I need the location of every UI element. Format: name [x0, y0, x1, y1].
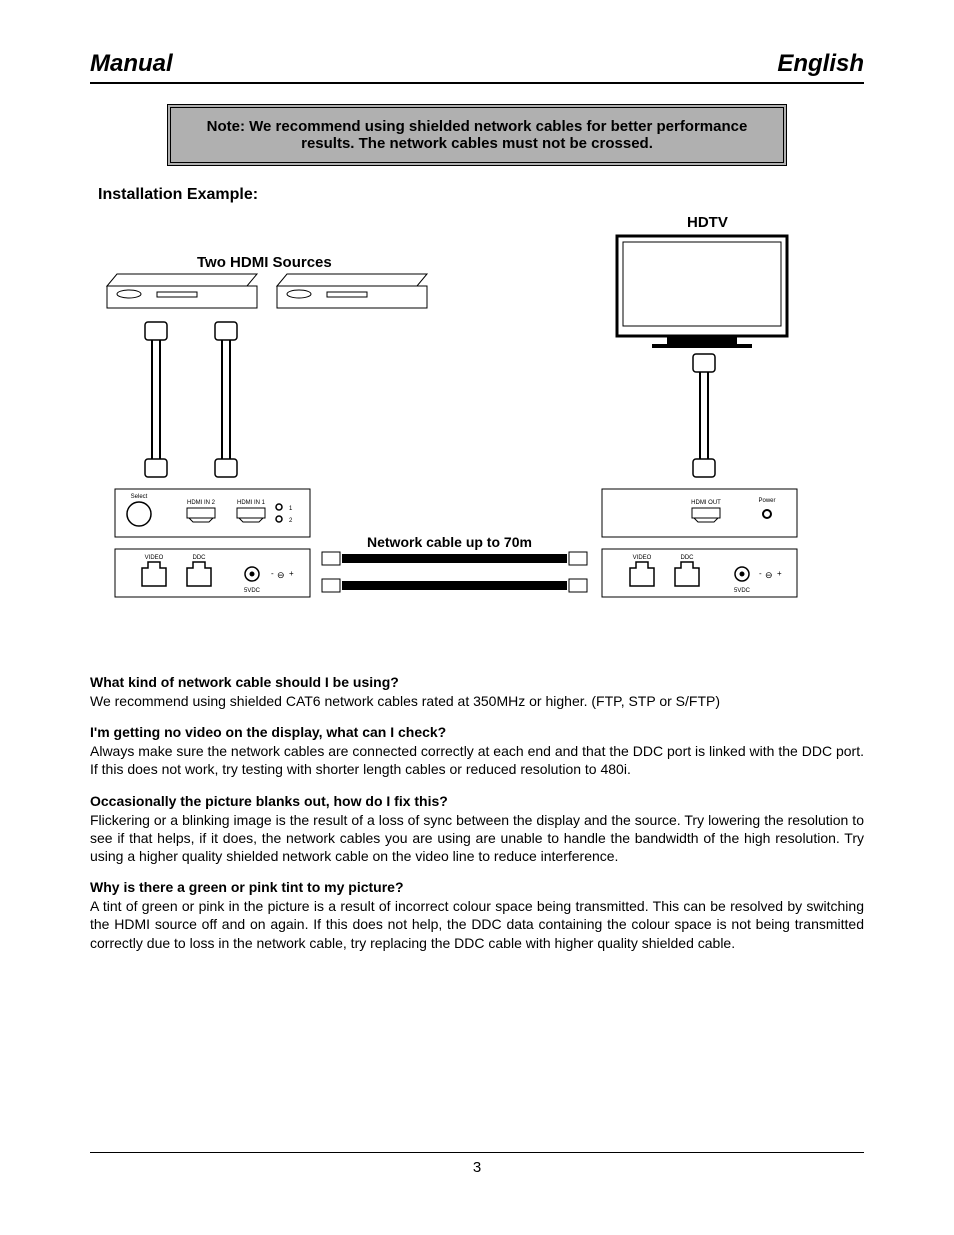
- transmitter-front: Select HDMI IN 2 HDMI IN 1 1 2: [115, 489, 310, 537]
- faq-q-2: I'm getting no video on the display, wha…: [90, 724, 864, 740]
- transmitter-rear: VIDEO DDC 5VDC - ⊖ +: [115, 549, 310, 597]
- section-title: Installation Example:: [98, 186, 864, 204]
- faq-a-2: Always make sure the network cables are …: [90, 742, 864, 778]
- hdmi-cable-right: [693, 354, 715, 477]
- page-header: Manual English: [90, 50, 864, 84]
- faq-q-1: What kind of network cable should I be u…: [90, 674, 864, 690]
- svg-text:-: -: [759, 569, 762, 578]
- svg-text:VIDEO: VIDEO: [633, 555, 652, 561]
- note-box: Note: We recommend using shielded networ…: [167, 104, 787, 166]
- diagram-svg: Select HDMI IN 2 HDMI IN 1 1 2: [97, 214, 857, 634]
- faq-a-3: Flickering or a blinking image is the re…: [90, 811, 864, 866]
- label-sources: Two HDMI Sources: [197, 254, 332, 271]
- svg-text:⊖: ⊖: [277, 570, 285, 580]
- page-number: 3: [473, 1159, 481, 1176]
- svg-text:DDC: DDC: [193, 555, 207, 561]
- faq-a-1: We recommend using shielded CAT6 network…: [90, 692, 864, 710]
- faq-a-4: A tint of green or pink in the picture i…: [90, 897, 864, 952]
- svg-text:HDMI IN 2: HDMI IN 2: [187, 500, 216, 506]
- network-cable-top: [322, 552, 587, 565]
- svg-text:5VDC: 5VDC: [244, 588, 261, 594]
- svg-text:+: +: [289, 569, 294, 578]
- page: Manual English Note: We recommend using …: [0, 0, 954, 1216]
- svg-text:+: +: [777, 569, 782, 578]
- hdtv: [617, 236, 787, 348]
- page-footer: 3: [90, 1152, 864, 1176]
- source-device-2: [277, 274, 427, 308]
- receiver-rear: VIDEO DDC 5VDC - ⊖ +: [602, 549, 797, 597]
- label-hdtv: HDTV: [687, 214, 728, 231]
- faq-q-4: Why is there a green or pink tint to my …: [90, 879, 864, 895]
- svg-text:⊖: ⊖: [765, 570, 773, 580]
- network-cable-bottom: [322, 579, 587, 592]
- svg-text:2: 2: [289, 518, 293, 524]
- svg-text:HDMI IN 1: HDMI IN 1: [237, 500, 266, 506]
- label-cable: Network cable up to 70m: [367, 534, 532, 550]
- svg-text:Power: Power: [758, 498, 775, 504]
- faq-section: What kind of network cable should I be u…: [90, 674, 864, 952]
- source-device-1: [107, 274, 257, 308]
- hdmi-cable-left-2: [215, 322, 237, 477]
- svg-text:-: -: [271, 569, 274, 578]
- svg-text:5VDC: 5VDC: [734, 588, 751, 594]
- receiver-front: HDMI OUT Power: [602, 489, 797, 537]
- faq-q-3: Occasionally the picture blanks out, how…: [90, 793, 864, 809]
- svg-text:1: 1: [289, 506, 293, 512]
- svg-text:DDC: DDC: [681, 555, 695, 561]
- hdmi-cable-left-1: [145, 322, 167, 477]
- installation-diagram: Two HDMI Sources HDTV Network cable up t…: [97, 214, 857, 634]
- svg-text:VIDEO: VIDEO: [145, 555, 164, 561]
- svg-text:HDMI OUT: HDMI OUT: [691, 500, 721, 506]
- svg-text:Select: Select: [131, 494, 148, 500]
- header-title-right: English: [777, 50, 864, 78]
- header-title-left: Manual: [90, 50, 173, 78]
